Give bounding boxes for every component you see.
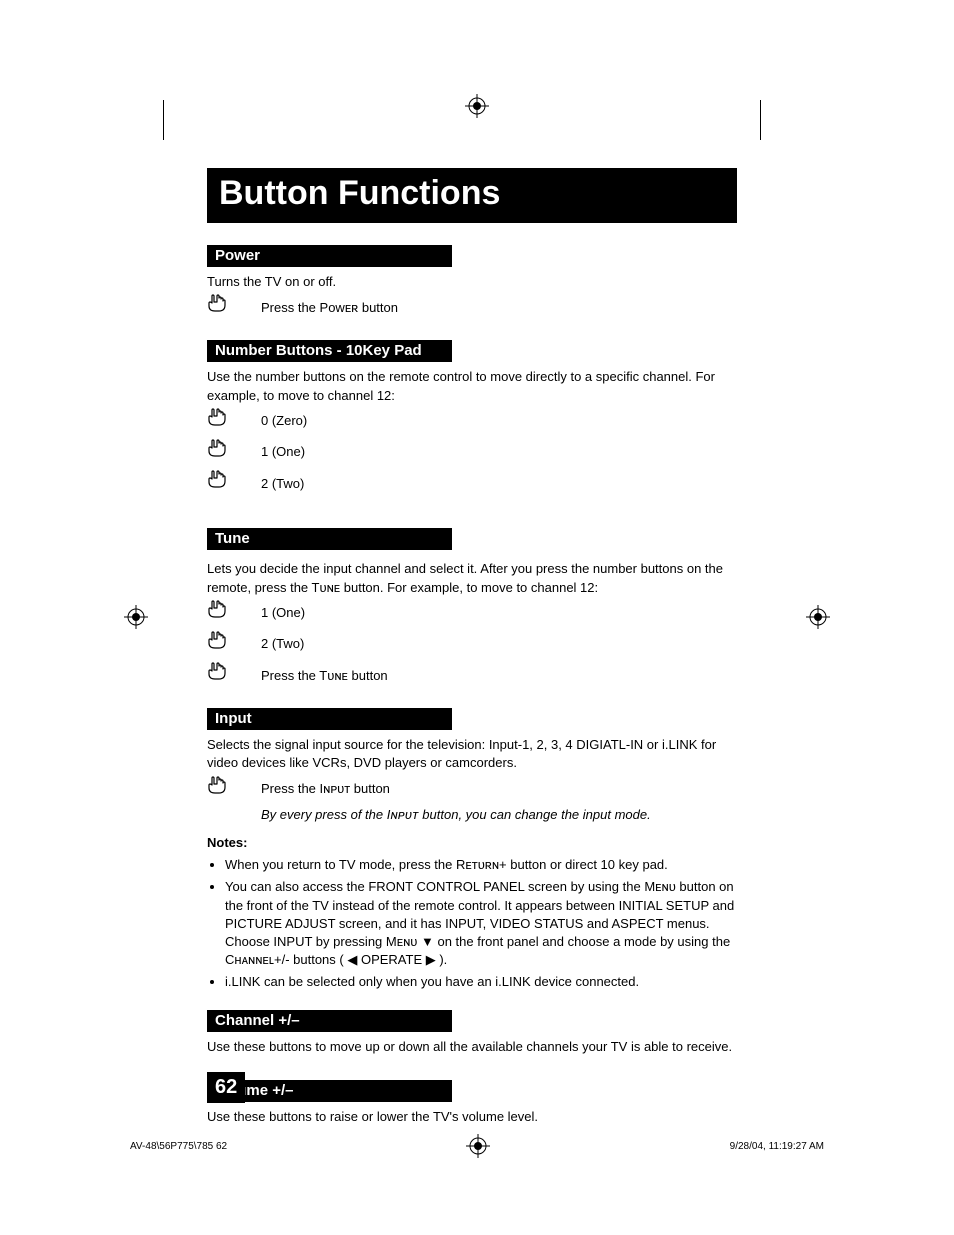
hand-press-icon	[207, 630, 231, 659]
content-area: Button Functions Power Turns the TV on o…	[207, 168, 737, 1144]
page-title: Button Functions	[207, 168, 737, 223]
section-header-tune: Tune	[207, 528, 452, 550]
step-row: 1 (One)	[207, 599, 737, 628]
section-intro: Lets you decide the input channel and se…	[207, 560, 737, 596]
step-row: Press the Pᴏᴡᴇʀ button	[207, 293, 737, 322]
hand-press-icon	[207, 293, 231, 322]
notes-list: When you return to TV mode, press the Rᴇ…	[207, 856, 737, 991]
step-text: 1 (One)	[261, 604, 305, 622]
section-body-number-buttons: Use the number buttons on the remote con…	[207, 368, 737, 498]
step-row: 2 (Two)	[207, 469, 737, 498]
step-text: 1 (One)	[261, 443, 305, 461]
section-header-power: Power	[207, 245, 452, 267]
section-intro: Use these buttons to move up or down all…	[207, 1038, 737, 1056]
section-header-number-buttons: Number Buttons - 10Key Pad	[207, 340, 452, 362]
step-text: Press the Pᴏᴡᴇʀ button	[261, 299, 398, 317]
step-text: 0 (Zero)	[261, 412, 307, 430]
section-intro: Use these buttons to raise or lower the …	[207, 1108, 737, 1126]
registration-mark-icon	[465, 94, 489, 118]
page: Button Functions Power Turns the TV on o…	[0, 0, 954, 1235]
step-row: 1 (One)	[207, 438, 737, 467]
section-body-input: Selects the signal input source for the …	[207, 736, 737, 991]
hand-press-icon	[207, 469, 231, 498]
section-intro: Selects the signal input source for the …	[207, 736, 737, 772]
section-header-channel: Channel +/–	[207, 1010, 452, 1032]
hand-press-icon	[207, 407, 231, 436]
input-footnote: By every press of the Iɴᴘᴜᴛ button, you …	[261, 806, 737, 824]
registration-mark-icon	[466, 1134, 490, 1158]
hand-press-icon	[207, 661, 231, 690]
footer-left: AV-48\56P775\785 62	[130, 1141, 227, 1152]
hand-press-icon	[207, 599, 231, 628]
step-row: Press the Iɴᴘᴜᴛ button	[207, 775, 737, 804]
crop-mark	[163, 100, 164, 140]
section-body-tune: Lets you decide the input channel and se…	[207, 560, 737, 690]
note-item: i.LINK can be selected only when you hav…	[225, 973, 737, 991]
note-item: When you return to TV mode, press the Rᴇ…	[225, 856, 737, 874]
step-text: Press the Iɴᴘᴜᴛ button	[261, 780, 390, 798]
footer-right: 9/28/04, 11:19:27 AM	[730, 1141, 824, 1152]
section-body-channel: Use these buttons to move up or down all…	[207, 1038, 737, 1056]
step-row: 2 (Two)	[207, 630, 737, 659]
step-row: 0 (Zero)	[207, 407, 737, 436]
hand-press-icon	[207, 775, 231, 804]
crop-mark	[760, 100, 761, 140]
note-item: You can also access the FRONT CONTROL PA…	[225, 878, 737, 969]
section-intro: Use the number buttons on the remote con…	[207, 368, 737, 404]
registration-mark-icon	[124, 605, 148, 629]
step-text: 2 (Two)	[261, 635, 304, 653]
registration-mark-icon	[806, 605, 830, 629]
section-intro: Turns the TV on or off.	[207, 273, 737, 291]
hand-press-icon	[207, 438, 231, 467]
notes-label: Notes:	[207, 834, 737, 852]
step-text: Press the Tᴜɴᴇ button	[261, 667, 388, 685]
step-row: Press the Tᴜɴᴇ button	[207, 661, 737, 690]
section-body-volume: Use these buttons to raise or lower the …	[207, 1108, 737, 1126]
page-number: 62	[207, 1072, 245, 1103]
section-header-input: Input	[207, 708, 452, 730]
footer: AV-48\56P775\785 62 9/28/04, 11:19:27 AM	[130, 1134, 824, 1158]
section-body-power: Turns the TV on or off. Press the Pᴏᴡᴇʀ …	[207, 273, 737, 322]
step-text: 2 (Two)	[261, 475, 304, 493]
